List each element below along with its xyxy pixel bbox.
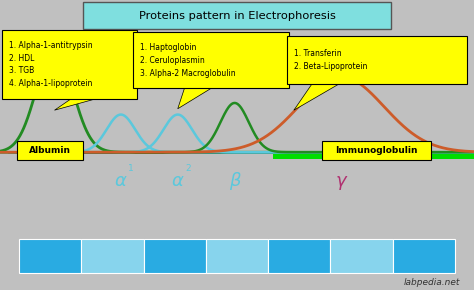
Bar xyxy=(273,152,474,159)
Text: 2: 2 xyxy=(185,164,191,173)
Bar xyxy=(393,239,455,273)
Bar xyxy=(330,239,393,273)
Text: α: α xyxy=(172,172,184,190)
Bar xyxy=(206,239,268,273)
Bar xyxy=(144,239,206,273)
Polygon shape xyxy=(55,97,102,110)
Text: labpedia.net: labpedia.net xyxy=(403,278,460,287)
FancyBboxPatch shape xyxy=(322,142,431,160)
Text: Proteins pattern in Electrophoresis: Proteins pattern in Electrophoresis xyxy=(138,11,336,21)
Text: Albumin: Albumin xyxy=(29,146,71,155)
Text: γ: γ xyxy=(336,172,346,190)
Text: 1. Alpha-1-antitrypsin
2. HDL
3. TGB
4. Alpha-1-lipoprotein: 1. Alpha-1-antitrypsin 2. HDL 3. TGB 4. … xyxy=(9,41,93,88)
Polygon shape xyxy=(294,83,341,110)
Bar xyxy=(268,239,330,273)
Text: β: β xyxy=(229,172,240,190)
FancyBboxPatch shape xyxy=(17,142,83,160)
FancyBboxPatch shape xyxy=(287,36,467,84)
Bar xyxy=(19,239,81,273)
Polygon shape xyxy=(178,87,213,109)
Text: 1. Transferin
2. Beta-Lipoprotein: 1. Transferin 2. Beta-Lipoprotein xyxy=(294,49,367,71)
Bar xyxy=(81,239,144,273)
Text: α: α xyxy=(115,172,127,190)
FancyBboxPatch shape xyxy=(83,2,391,29)
Text: 1: 1 xyxy=(128,164,134,173)
FancyBboxPatch shape xyxy=(2,30,137,99)
Text: Immunoglobulin: Immunoglobulin xyxy=(336,146,418,155)
Text: 1. Haptoglobin
2. Ceruloplasmin
3. Alpha-2 Macroglobulin: 1. Haptoglobin 2. Ceruloplasmin 3. Alpha… xyxy=(140,43,236,77)
FancyBboxPatch shape xyxy=(133,32,289,88)
